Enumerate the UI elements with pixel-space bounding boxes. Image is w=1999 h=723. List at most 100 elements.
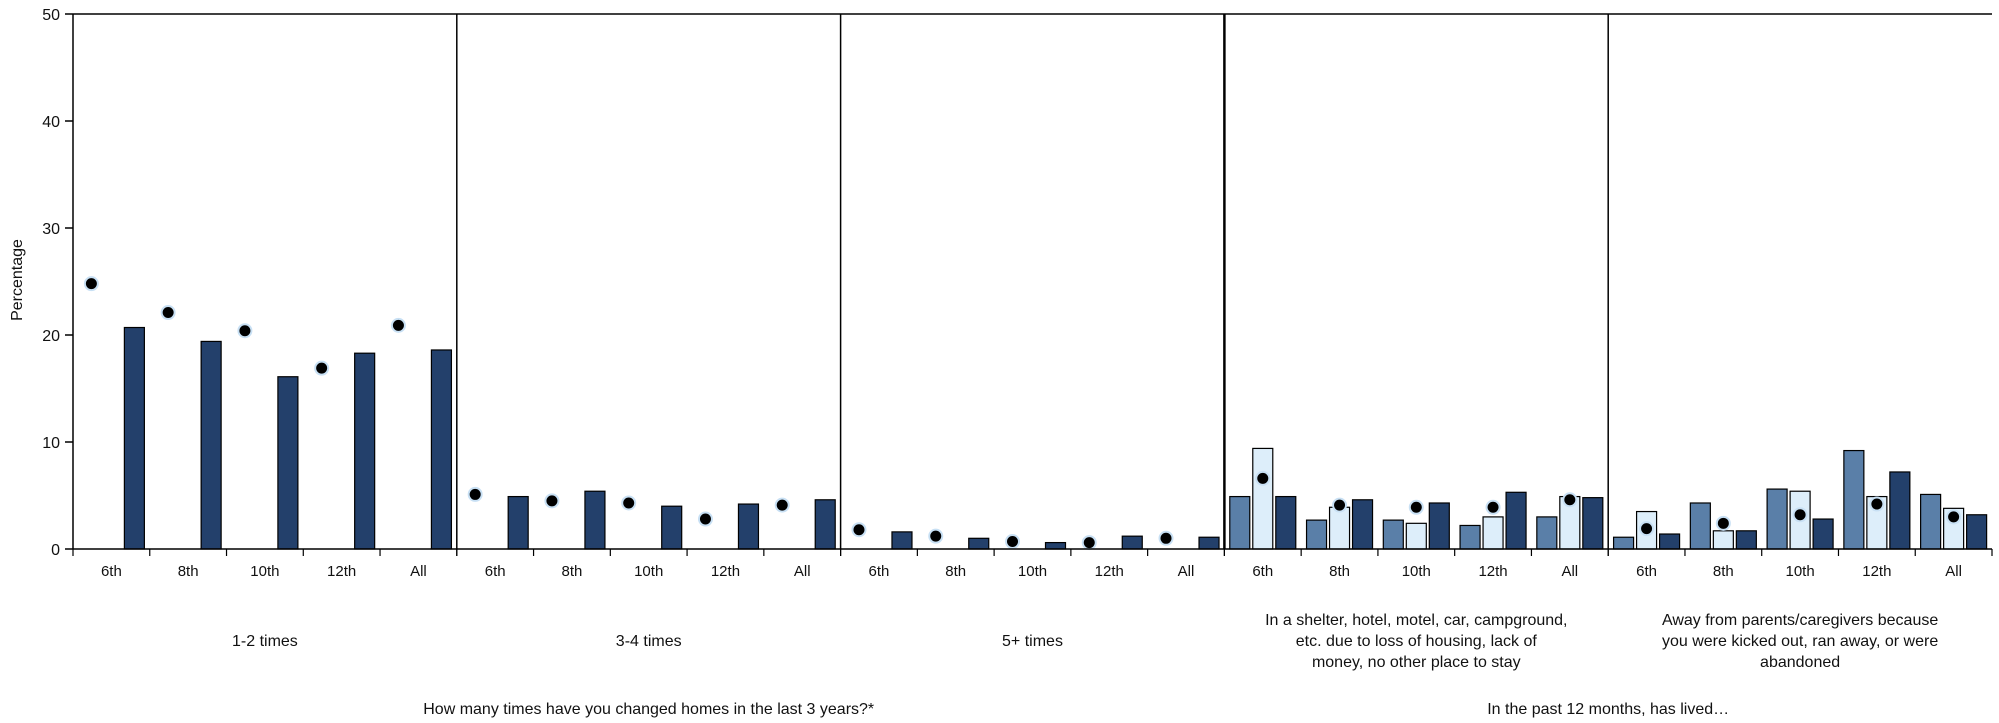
bar [1229,495,1251,550]
data-point [1946,509,1962,525]
data-point [1158,530,1174,546]
bar [1252,447,1274,550]
bar [1582,497,1604,550]
data-point [928,528,944,544]
x-tick-label: 6th [1636,563,1657,580]
data-point [697,511,713,527]
data-point [1408,499,1424,515]
y-tick-label: 20 [42,328,60,345]
panel-label-line: money, no other place to stay [1312,654,1521,671]
dots [83,276,1962,551]
data-point [1081,535,1097,551]
y-tick-label: 10 [42,435,60,452]
y-tick-label: 0 [51,542,60,559]
panel-label: 3-4 times [616,633,682,650]
x-tick-label: 6th [869,563,890,580]
bar [1766,488,1788,550]
data-point [621,495,637,511]
bar [1482,516,1504,550]
panel-label-line: etc. due to loss of housing, lack of [1296,633,1538,650]
bar [1305,519,1328,550]
bar [1812,518,1834,550]
bar [277,376,299,550]
bar [1121,535,1143,550]
bar [1405,522,1427,550]
panel-label: 1-2 times [232,633,298,650]
panel-label-line: In a shelter, hotel, motel, car, campgro… [1265,612,1567,629]
data-point [774,497,790,513]
x-tick-label: 8th [1329,563,1350,580]
data-point [1869,496,1885,512]
panel-label-line: you were kicked out, ran away, or were [1662,633,1938,650]
data-point [1485,499,1501,515]
bars [123,326,1988,550]
panel-labels: 1-2 times 3-4 times 5+ times In a shelter, … [232,612,1938,671]
data-point [1332,497,1348,513]
y-axis: 0 10 20 30 40 50 [42,7,74,559]
bar [1351,499,1374,550]
x-tick-label: 12th [711,563,740,580]
bar [200,340,222,550]
x-tick-label: 6th [101,563,122,580]
group-label: How many times have you changed homes in… [423,701,874,718]
x-tick-label: All [794,563,811,580]
data-point [160,305,176,321]
data-point [1792,507,1808,523]
x-tick-label: 12th [327,563,356,580]
bar [1612,536,1635,550]
data-point [851,522,867,538]
x-tick-label: 8th [1713,563,1734,580]
data-point [314,360,330,376]
bar [814,499,836,550]
bar [968,537,990,550]
bar [891,531,913,550]
bar [1966,514,1988,550]
bar [507,495,529,550]
bar [1382,519,1404,550]
x-tick-label: 10th [1785,563,1814,580]
group-labels: How many times have you changed homes in… [423,701,1729,718]
data-point [83,276,99,292]
x-axis: 6th 8th 10th 12th All 6th 8th 10th 12th All 6th 8th… [72,548,1993,580]
bar [1505,491,1527,550]
bar [123,326,145,550]
data-point [1639,521,1655,537]
x-tick-label: 6th [1252,563,1273,580]
bar [737,503,760,550]
x-tick-label: 10th [1402,563,1431,580]
bar [1843,449,1865,550]
x-tick-label: 10th [634,563,663,580]
x-tick-label: All [1945,563,1962,580]
bar [1689,502,1711,550]
data-point [1255,470,1271,486]
panel-dividers [73,13,1992,549]
bar [1328,506,1351,550]
bar [1920,493,1942,550]
bar [1198,536,1220,550]
y-axis-label: Percentage [9,239,26,321]
data-point [544,493,560,509]
x-tick-label: 8th [945,563,966,580]
data-point [1562,492,1578,508]
x-tick-label: 10th [1018,563,1047,580]
x-tick-label: 12th [1095,563,1124,580]
bar [1459,524,1481,550]
x-tick-label: All [410,563,427,580]
bar [1735,530,1757,550]
data-point [390,317,406,333]
y-tick-label: 50 [42,7,60,24]
x-tick-label: 12th [1862,563,1891,580]
x-tick-label: 12th [1478,563,1507,580]
panel-label-line: abandoned [1760,654,1840,671]
bar [1658,533,1681,550]
bar [1044,541,1067,550]
bar [354,352,376,550]
bar [584,490,606,550]
x-tick-label: All [1561,563,1578,580]
bar [430,349,453,550]
data-point [237,323,253,339]
panel-label-line: Away from parents/caregivers because [1662,612,1938,629]
x-tick-label: 10th [250,563,279,580]
data-point [1715,515,1731,531]
